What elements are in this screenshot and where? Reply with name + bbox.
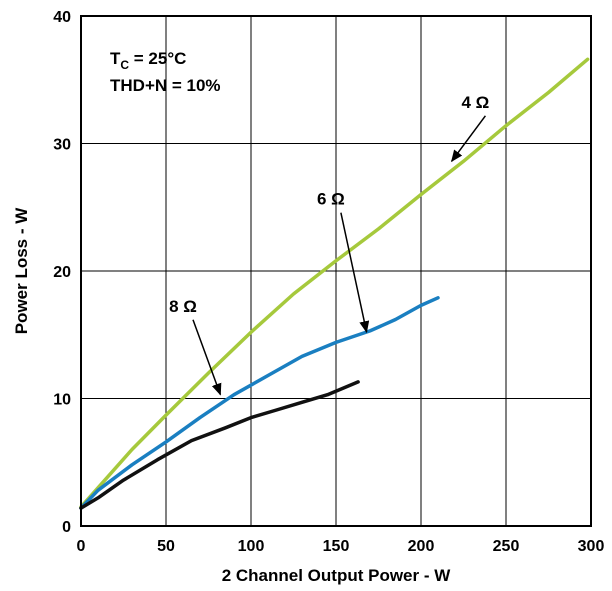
x-tick-label: 0 [77, 538, 86, 555]
series-line [79, 296, 440, 510]
series-annotations: 4 Ω 6 Ω 8 Ω [169, 93, 489, 396]
x-tick-label: 50 [157, 538, 175, 555]
x-tick-label: 200 [408, 538, 435, 555]
x-tick-label: 250 [493, 538, 520, 555]
plot-frame [80, 15, 592, 527]
y-tick-label: 10 [53, 392, 71, 409]
annotation-arrow [450, 115, 487, 163]
series-annotation-label: 6 Ω [317, 190, 345, 209]
y-tick-label: 20 [53, 264, 71, 281]
annotation-arrow [340, 212, 370, 334]
axis-ticks: 0 50 100 150 200 250 300 0 10 20 30 40 [53, 9, 604, 555]
series-line [79, 380, 360, 510]
series-annotation-label: 4 Ω [461, 93, 489, 112]
x-tick-label: 300 [578, 538, 605, 555]
conditions-block: TC = 25°C THD+N = 10% [110, 49, 221, 95]
y-tick-label: 30 [53, 137, 71, 154]
condition-text: TC = 25°C [110, 49, 186, 72]
annotation-arrow [192, 319, 222, 396]
x-tick-label: 100 [238, 538, 265, 555]
x-axis-label: 2 Channel Output Power - W [222, 566, 452, 585]
series-line [79, 57, 590, 509]
x-tick-label: 150 [323, 538, 350, 555]
y-axis-label: Power Loss - W [12, 207, 31, 335]
y-tick-label: 0 [62, 519, 71, 536]
series-lines [79, 57, 590, 510]
condition-text: THD+N = 10% [110, 76, 221, 95]
series-annotation-label: 8 Ω [169, 297, 197, 316]
y-tick-label: 40 [53, 9, 71, 26]
